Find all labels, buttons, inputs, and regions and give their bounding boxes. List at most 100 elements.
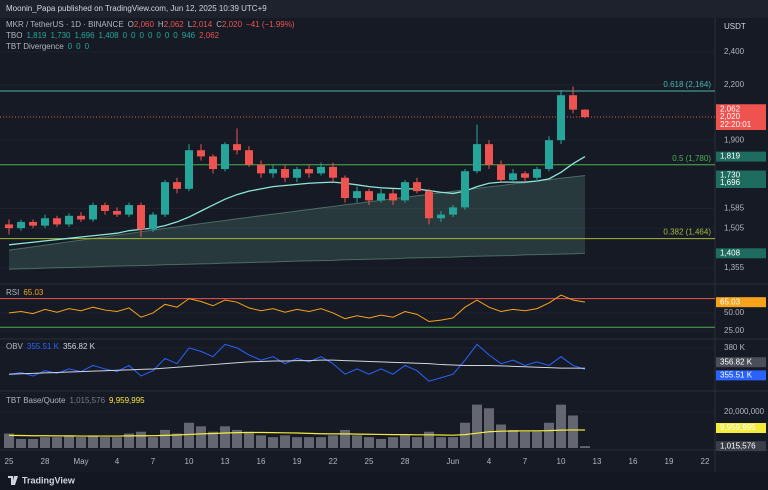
volume-bar <box>196 426 206 448</box>
candle-body <box>209 156 217 170</box>
price-tag <box>716 357 766 368</box>
y-tick-label: 1,900 <box>724 135 745 144</box>
candle-body <box>269 169 277 174</box>
volume-bar <box>76 437 86 448</box>
price-tag-label: 1,730 <box>720 171 741 180</box>
tbo-line <box>8 156 586 246</box>
y-tick-label: 25.00 <box>724 326 745 335</box>
y-tick-label: 1,505 <box>724 223 745 232</box>
x-tick-label: 16 <box>257 457 266 466</box>
y-tick-label: 20,000,000 <box>724 407 765 416</box>
legend-value: 356.82 K <box>62 342 95 351</box>
price-tag <box>716 297 766 308</box>
x-tick-label: 4 <box>115 457 120 466</box>
volume-bar <box>40 437 50 448</box>
volume-bar <box>364 437 374 448</box>
candle-body <box>389 193 397 201</box>
candle-body <box>101 205 109 211</box>
volume-bar <box>172 433 182 448</box>
candle-body <box>293 169 301 178</box>
obv-legend: OBV 355.51 K 356.82 K <box>6 342 95 351</box>
ohlc-value: 2,062 <box>163 20 184 29</box>
volume-bar <box>112 437 122 448</box>
volume-bar <box>448 437 458 448</box>
candle-body <box>425 191 433 219</box>
ohlc: O 2,060 H 2,062 L 2,014 C 2,020 <box>128 20 242 29</box>
x-tick-label: 10 <box>185 457 194 466</box>
ohlc-value: 2,020 <box>222 20 243 29</box>
tbo-value: 1,730 <box>50 31 71 40</box>
volume-bar <box>460 422 470 448</box>
price-tag-label: 1,819 <box>720 152 741 161</box>
y-tick-label: 2,400 <box>724 47 745 56</box>
candle-body <box>473 144 481 172</box>
series-line <box>8 343 586 382</box>
candle-body <box>581 109 589 118</box>
tbo-value: 1,819 <box>26 31 47 40</box>
price-tag-label: 2,020 <box>720 112 741 121</box>
candle-body <box>29 221 37 226</box>
candle-body <box>485 144 493 165</box>
candle-body <box>221 144 229 170</box>
series-line <box>8 359 586 375</box>
band-upper <box>8 175 586 251</box>
ohlc-key: O <box>127 20 134 29</box>
price-tag <box>716 423 766 434</box>
tbt-legend: TBT Divergence 0 0 0 <box>6 42 89 51</box>
rsi-value: 65.03 <box>23 288 44 297</box>
volume-bar <box>376 438 386 448</box>
volume-bar <box>496 424 506 448</box>
volume-bar <box>472 404 482 448</box>
tbo-value: 0 <box>147 31 153 40</box>
volume-bar <box>532 431 542 448</box>
fib-label: 0.382 (1,464) <box>663 228 711 237</box>
x-tick-label: 13 <box>593 457 602 466</box>
candle-body <box>449 207 457 215</box>
volume-bar <box>4 433 14 448</box>
volume-bar <box>220 426 230 448</box>
candle-body <box>77 215 85 220</box>
candle-body <box>197 150 205 157</box>
x-tick-label: 28 <box>401 457 410 466</box>
volume-bar <box>244 431 254 448</box>
price-tag <box>716 104 766 115</box>
ohlc-key: L <box>187 20 193 29</box>
candle-body <box>233 144 241 151</box>
x-tick-label: 28 <box>41 457 50 466</box>
candle-body <box>401 182 409 201</box>
volume-bar <box>340 429 350 448</box>
price-tag <box>716 441 766 452</box>
candle-body <box>557 95 565 141</box>
price-tag <box>716 151 766 162</box>
x-tick-label: 16 <box>629 457 638 466</box>
published: Moonin_Papa published on TradingView.com… <box>6 4 267 13</box>
y-tick-label: 2,200 <box>724 80 745 89</box>
candle-body <box>569 95 577 110</box>
candle-body <box>341 177 349 199</box>
price-tag-label: 1,696 <box>720 178 741 187</box>
volume-bar <box>544 422 554 448</box>
x-tick-label: May <box>73 457 88 466</box>
price-tag <box>716 178 766 189</box>
candle-body <box>17 221 25 229</box>
volume-bar <box>316 437 326 448</box>
volume-bar <box>568 415 578 448</box>
candle-body <box>161 182 169 215</box>
volume-bar <box>184 422 194 448</box>
countdown: 22:20:01 <box>720 120 752 129</box>
volume-bar <box>412 437 422 448</box>
obv-name: OBV <box>6 342 23 351</box>
volume-bar <box>436 437 446 448</box>
volume-bar <box>424 431 434 448</box>
candle-body <box>245 150 253 165</box>
tbo-value: 0 <box>131 31 136 40</box>
tbo-value: 0 <box>139 31 144 40</box>
candle-body <box>497 164 505 180</box>
tbt-value: 0 <box>67 42 73 51</box>
candle-body <box>41 218 49 226</box>
candle-body <box>329 166 337 178</box>
candle-body <box>317 166 325 174</box>
volume-bar <box>580 446 590 448</box>
